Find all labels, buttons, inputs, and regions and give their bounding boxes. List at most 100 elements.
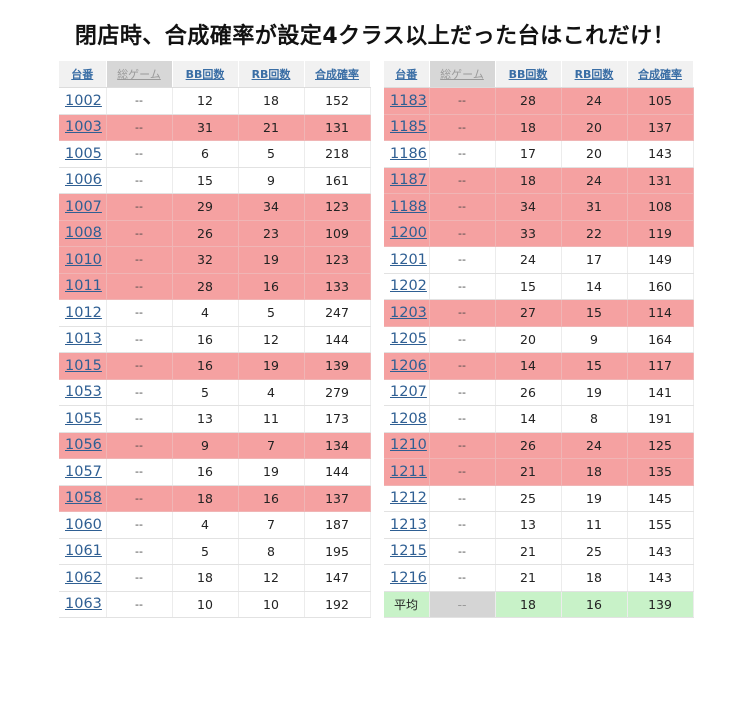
- bb-count-cell: 6: [172, 140, 239, 168]
- machine-number-link[interactable]: 1007: [65, 198, 102, 215]
- machine-number-cell: 1062: [59, 564, 107, 592]
- total-games-cell: --: [429, 193, 496, 221]
- combined-rate-cell: 152: [304, 87, 371, 115]
- machine-number-link[interactable]: 1011: [65, 278, 102, 295]
- machine-number-link[interactable]: 1208: [390, 410, 427, 427]
- machine-number-link[interactable]: 1212: [390, 490, 427, 507]
- machine-number-cell: 1006: [59, 167, 107, 194]
- machine-number-link[interactable]: 1058: [65, 490, 102, 507]
- bb-count-cell: 26: [172, 220, 239, 247]
- machine-number-cell: 1211: [384, 458, 430, 486]
- bb-count-cell: 10: [172, 591, 239, 618]
- header-bb-count[interactable]: BB回数: [172, 61, 239, 88]
- machine-number-link[interactable]: 1002: [65, 92, 102, 109]
- machine-number-link[interactable]: 1211: [390, 463, 427, 480]
- total-games-cell: --: [429, 485, 496, 512]
- machine-number-link[interactable]: 1207: [390, 384, 427, 401]
- machine-number-cell: 1010: [59, 246, 107, 274]
- bb-count-cell: 5: [172, 379, 239, 406]
- combined-rate-cell: 145: [627, 485, 694, 512]
- total-games-cell: --: [429, 246, 496, 274]
- machine-number-link[interactable]: 1206: [390, 357, 427, 374]
- machine-number-link[interactable]: 1061: [65, 543, 102, 560]
- machine-number-cell: 1215: [384, 538, 430, 565]
- machine-number-link[interactable]: 1015: [65, 357, 102, 374]
- machine-number-cell: 1058: [59, 485, 107, 512]
- machine-number-link[interactable]: 1055: [65, 410, 102, 427]
- machine-number-link[interactable]: 1008: [65, 225, 102, 242]
- total-games-cell: --: [106, 485, 173, 512]
- machine-number-link[interactable]: 1053: [65, 384, 102, 401]
- table-row: 1201 -- 24 17 149: [384, 246, 694, 274]
- rb-count-cell: 7: [238, 511, 305, 539]
- machine-number-link[interactable]: 1010: [65, 251, 102, 268]
- machine-number-link[interactable]: 1200: [390, 225, 427, 242]
- average-rate-cell: 139: [627, 591, 694, 618]
- header-bb-count[interactable]: BB回数: [495, 61, 562, 88]
- combined-rate-cell: 137: [304, 485, 371, 512]
- rb-count-cell: 24: [561, 167, 628, 194]
- machine-number-link[interactable]: 1062: [65, 569, 102, 586]
- machine-number-link[interactable]: 1005: [65, 145, 102, 162]
- machine-number-link[interactable]: 1210: [390, 437, 427, 454]
- machine-number-link[interactable]: 1056: [65, 437, 102, 454]
- bb-count-cell: 20: [495, 326, 562, 353]
- machine-number-cell: 1005: [59, 140, 107, 168]
- machine-number-cell: 1060: [59, 511, 107, 539]
- machine-number-cell: 1205: [384, 326, 430, 353]
- machine-number-link[interactable]: 1216: [390, 569, 427, 586]
- machine-number-link[interactable]: 1213: [390, 516, 427, 533]
- machine-number-link[interactable]: 1012: [65, 304, 102, 321]
- total-games-cell: --: [106, 273, 173, 300]
- machine-number-link[interactable]: 1003: [65, 119, 102, 136]
- header-total-games[interactable]: 総ゲーム: [429, 61, 496, 88]
- machine-number-link[interactable]: 1185: [390, 119, 427, 136]
- machine-number-cell: 1207: [384, 379, 430, 406]
- total-games-cell: --: [429, 114, 496, 141]
- total-games-cell: --: [106, 246, 173, 274]
- header-rb-count[interactable]: RB回数: [238, 61, 305, 88]
- total-games-cell: --: [106, 538, 173, 565]
- bb-count-cell: 31: [172, 114, 239, 141]
- total-games-cell: --: [429, 379, 496, 406]
- total-games-cell: --: [106, 299, 173, 327]
- header-combined-rate[interactable]: 合成確率: [627, 61, 694, 88]
- header-machine-no[interactable]: 台番: [59, 61, 107, 88]
- combined-rate-cell: 131: [304, 114, 371, 141]
- machine-number-link[interactable]: 1063: [65, 596, 102, 613]
- header-rb-count[interactable]: RB回数: [561, 61, 628, 88]
- table-row: 1003 -- 31 21 131: [59, 114, 371, 141]
- table-row: 1057 -- 16 19 144: [59, 458, 371, 486]
- bb-count-cell: 21: [495, 564, 562, 592]
- machine-number-link[interactable]: 1202: [390, 278, 427, 295]
- machine-number-link[interactable]: 1203: [390, 304, 427, 321]
- table-row: 1207 -- 26 19 141: [384, 379, 694, 406]
- machine-number-link[interactable]: 1057: [65, 463, 102, 480]
- header-total-games[interactable]: 総ゲーム: [106, 61, 173, 88]
- machine-number-cell: 1216: [384, 564, 430, 592]
- bb-count-cell: 34: [495, 193, 562, 221]
- machine-number-link[interactable]: 1006: [65, 172, 102, 189]
- rb-count-cell: 17: [561, 246, 628, 274]
- table-row: 1058 -- 18 16 137: [59, 485, 371, 512]
- machine-number-link[interactable]: 1187: [390, 172, 427, 189]
- machine-number-link[interactable]: 1183: [390, 92, 427, 109]
- header-combined-rate[interactable]: 合成確率: [304, 61, 371, 88]
- rb-count-cell: 25: [561, 538, 628, 565]
- bb-count-cell: 4: [172, 511, 239, 539]
- machine-number-link[interactable]: 1013: [65, 331, 102, 348]
- bb-count-cell: 16: [172, 326, 239, 353]
- bb-count-cell: 9: [172, 432, 239, 459]
- rb-count-cell: 12: [238, 564, 305, 592]
- machine-number-link[interactable]: 1060: [65, 516, 102, 533]
- table-row: 1063 -- 10 10 192: [59, 591, 371, 618]
- combined-rate-cell: 134: [304, 432, 371, 459]
- machine-number-link[interactable]: 1188: [390, 198, 427, 215]
- header-machine-no[interactable]: 台番: [384, 61, 430, 88]
- machine-number-link[interactable]: 1215: [390, 543, 427, 560]
- machine-number-link[interactable]: 1201: [390, 251, 427, 268]
- machine-number-link[interactable]: 1186: [390, 145, 427, 162]
- total-games-cell: --: [106, 220, 173, 247]
- machine-number-link[interactable]: 1205: [390, 331, 427, 348]
- bb-count-cell: 4: [172, 299, 239, 327]
